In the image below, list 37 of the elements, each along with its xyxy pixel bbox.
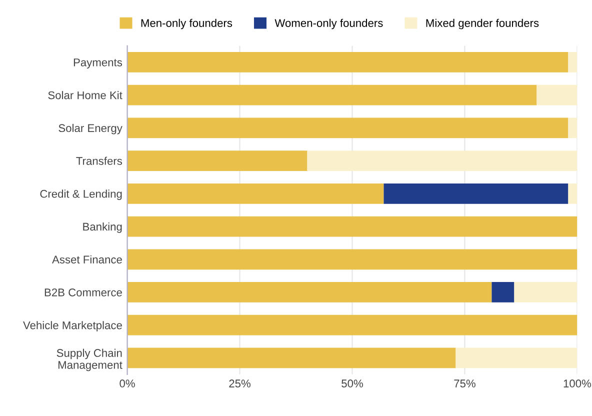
bar	[456, 348, 578, 368]
y-tick-label: Vehicle Marketplace	[23, 321, 122, 332]
legend-label: Mixed gender founders	[426, 18, 539, 30]
y-tick-label: Transfers	[76, 156, 122, 165]
y-tick-label: Asset Finance	[52, 255, 122, 264]
x-tick-label: 25%	[229, 380, 250, 388]
y-tick-label: Banking	[83, 222, 122, 233]
y-tick-label: Payments	[74, 58, 122, 69]
bar	[514, 282, 578, 302]
x-tick-label: 0%	[120, 380, 135, 388]
y-tick-label: B2B Commerce	[44, 288, 122, 296]
bar	[307, 150, 578, 171]
bar	[568, 118, 578, 138]
bar	[127, 183, 384, 204]
y-tick-label: Solar Home Kit	[48, 91, 122, 100]
y-tick-label: Solar Energy	[58, 124, 122, 134]
legend-label: Women-only founders	[274, 18, 383, 30]
bar	[127, 150, 308, 171]
bar	[492, 282, 514, 302]
bar	[568, 52, 578, 72]
y-tick-label: Supply Chain Management	[56, 348, 122, 372]
bar	[127, 314, 578, 336]
bar	[127, 52, 568, 72]
x-tick-label: 100%	[564, 380, 592, 388]
legend-label: Men-only founders	[141, 18, 232, 30]
bar	[127, 84, 537, 106]
x-tick-label: 50%	[342, 380, 363, 388]
bar	[127, 282, 492, 302]
bar	[536, 84, 578, 106]
bar	[568, 183, 578, 204]
bar	[127, 118, 568, 138]
bar	[127, 348, 456, 368]
y-tick-label: Credit & Lending	[40, 190, 122, 200]
bar	[127, 216, 578, 237]
bar	[384, 183, 568, 204]
bar	[127, 249, 578, 270]
x-tick-label: 75%	[454, 380, 476, 388]
